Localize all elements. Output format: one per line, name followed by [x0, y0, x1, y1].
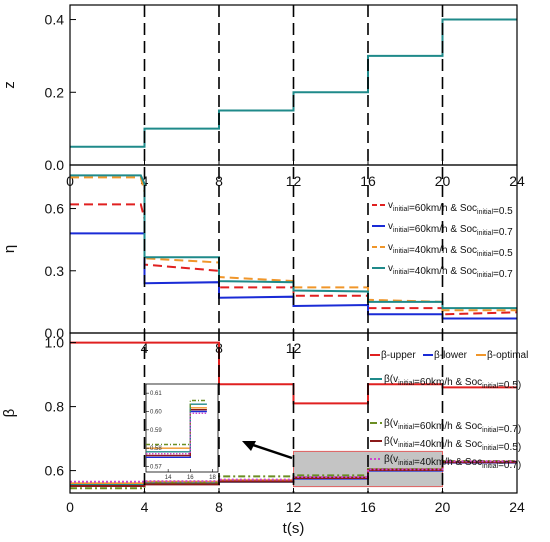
eta-ytick-label: 0.3	[45, 263, 65, 279]
z-ytick-label: 0.4	[45, 12, 65, 28]
beta-xtick-label: 20	[435, 499, 451, 515]
inset-ytick-label: 0.57	[150, 465, 162, 471]
inset-zoom: 0.57 0.58 0.59 0.60 0.61 14 16 18	[145, 383, 219, 481]
z-ytick-label: 0.2	[45, 84, 65, 100]
eta-legend-entry: vinitial=40km/h & Socinitial=0.7	[388, 263, 513, 280]
inset-ytick-label: 0.61	[150, 391, 162, 397]
panel-beta: 0.6 0.8 1.0 0 4 8 12 16 20 24 β t(s) β-upper β-lower β…	[1, 332, 528, 537]
beta-legend-entry: β-upper	[381, 350, 416, 361]
z-xtick-label: 4	[141, 173, 149, 189]
beta-xtick-label: 8	[215, 499, 223, 515]
inset-xtick-label: 18	[209, 475, 216, 481]
beta-xtick-label: 24	[509, 499, 525, 515]
beta-ytick-label: 0.8	[45, 399, 65, 415]
inset-ytick-label: 0.60	[150, 410, 162, 416]
zoom-arrow	[249, 442, 293, 460]
beta-xtick-label: 16	[360, 499, 376, 515]
beta-legend-entry: β(vinitial=60km/h & Socinitial=0.5)	[384, 374, 521, 391]
z-xtick-label: 12	[286, 173, 302, 189]
eta-legend-entry: vinitial=60km/h & Socinitial=0.5	[388, 200, 513, 217]
beta-axis-label: β	[1, 408, 18, 417]
beta-legend-entry: β-optimal	[487, 350, 528, 361]
eta-legend-entry: vinitial=60km/h & Socinitial=0.7	[388, 221, 513, 238]
inset-ytick-label: 0.58	[150, 446, 162, 452]
beta-legend-entry: β-lower	[434, 350, 468, 361]
panel-z: 0.00.20.40 4 8 12 16 20 24z	[1, 4, 525, 189]
z-xtick-label: 8	[215, 173, 223, 189]
inset-series-line	[146, 412, 207, 455]
beta-legend-entry: β(vinitial=60km/h & Socinitial=0.7)	[384, 418, 521, 435]
beta-ytick-label: 0.6	[45, 463, 65, 479]
z-axis-label: z	[1, 81, 18, 89]
beta-xtick-label: 4	[141, 499, 149, 515]
zoom-arrow-head	[242, 441, 256, 451]
beta-xtick-label: 12	[286, 499, 302, 515]
beta-ytick-label: 1.0	[45, 335, 65, 351]
eta-legend-entry: vinitial=40km/h & Socinitial=0.5	[388, 242, 513, 259]
eta-ytick-label: 0.6	[45, 201, 65, 217]
beta-xtick-label: 0	[66, 499, 74, 515]
z-ytick-label: 0.0	[45, 157, 65, 173]
inset-xtick-label: 14	[165, 475, 172, 481]
beta-legend-entry: β(vinitial=40km/h & Socinitial=0.7)	[384, 454, 521, 471]
z-xtick-label: 16	[360, 173, 376, 189]
eta-ytick-label: 0.0	[45, 325, 65, 341]
step-boundary-lines	[143, 5, 444, 493]
inset-ytick-label: 0.59	[150, 428, 162, 434]
eta-axis-label: η	[1, 245, 18, 253]
x-axis-label: t(s)	[283, 520, 305, 537]
beta-legend-entry: β(vinitial=40km/h & Socinitial=0.5)	[384, 436, 521, 453]
z-xtick-label: 20	[435, 173, 451, 189]
panel-eta: 0.0 0.3 0.6 4 8 12 η vinitial=60km/h & Sociniti…	[1, 164, 518, 356]
inset-xtick-label: 16	[187, 475, 194, 481]
